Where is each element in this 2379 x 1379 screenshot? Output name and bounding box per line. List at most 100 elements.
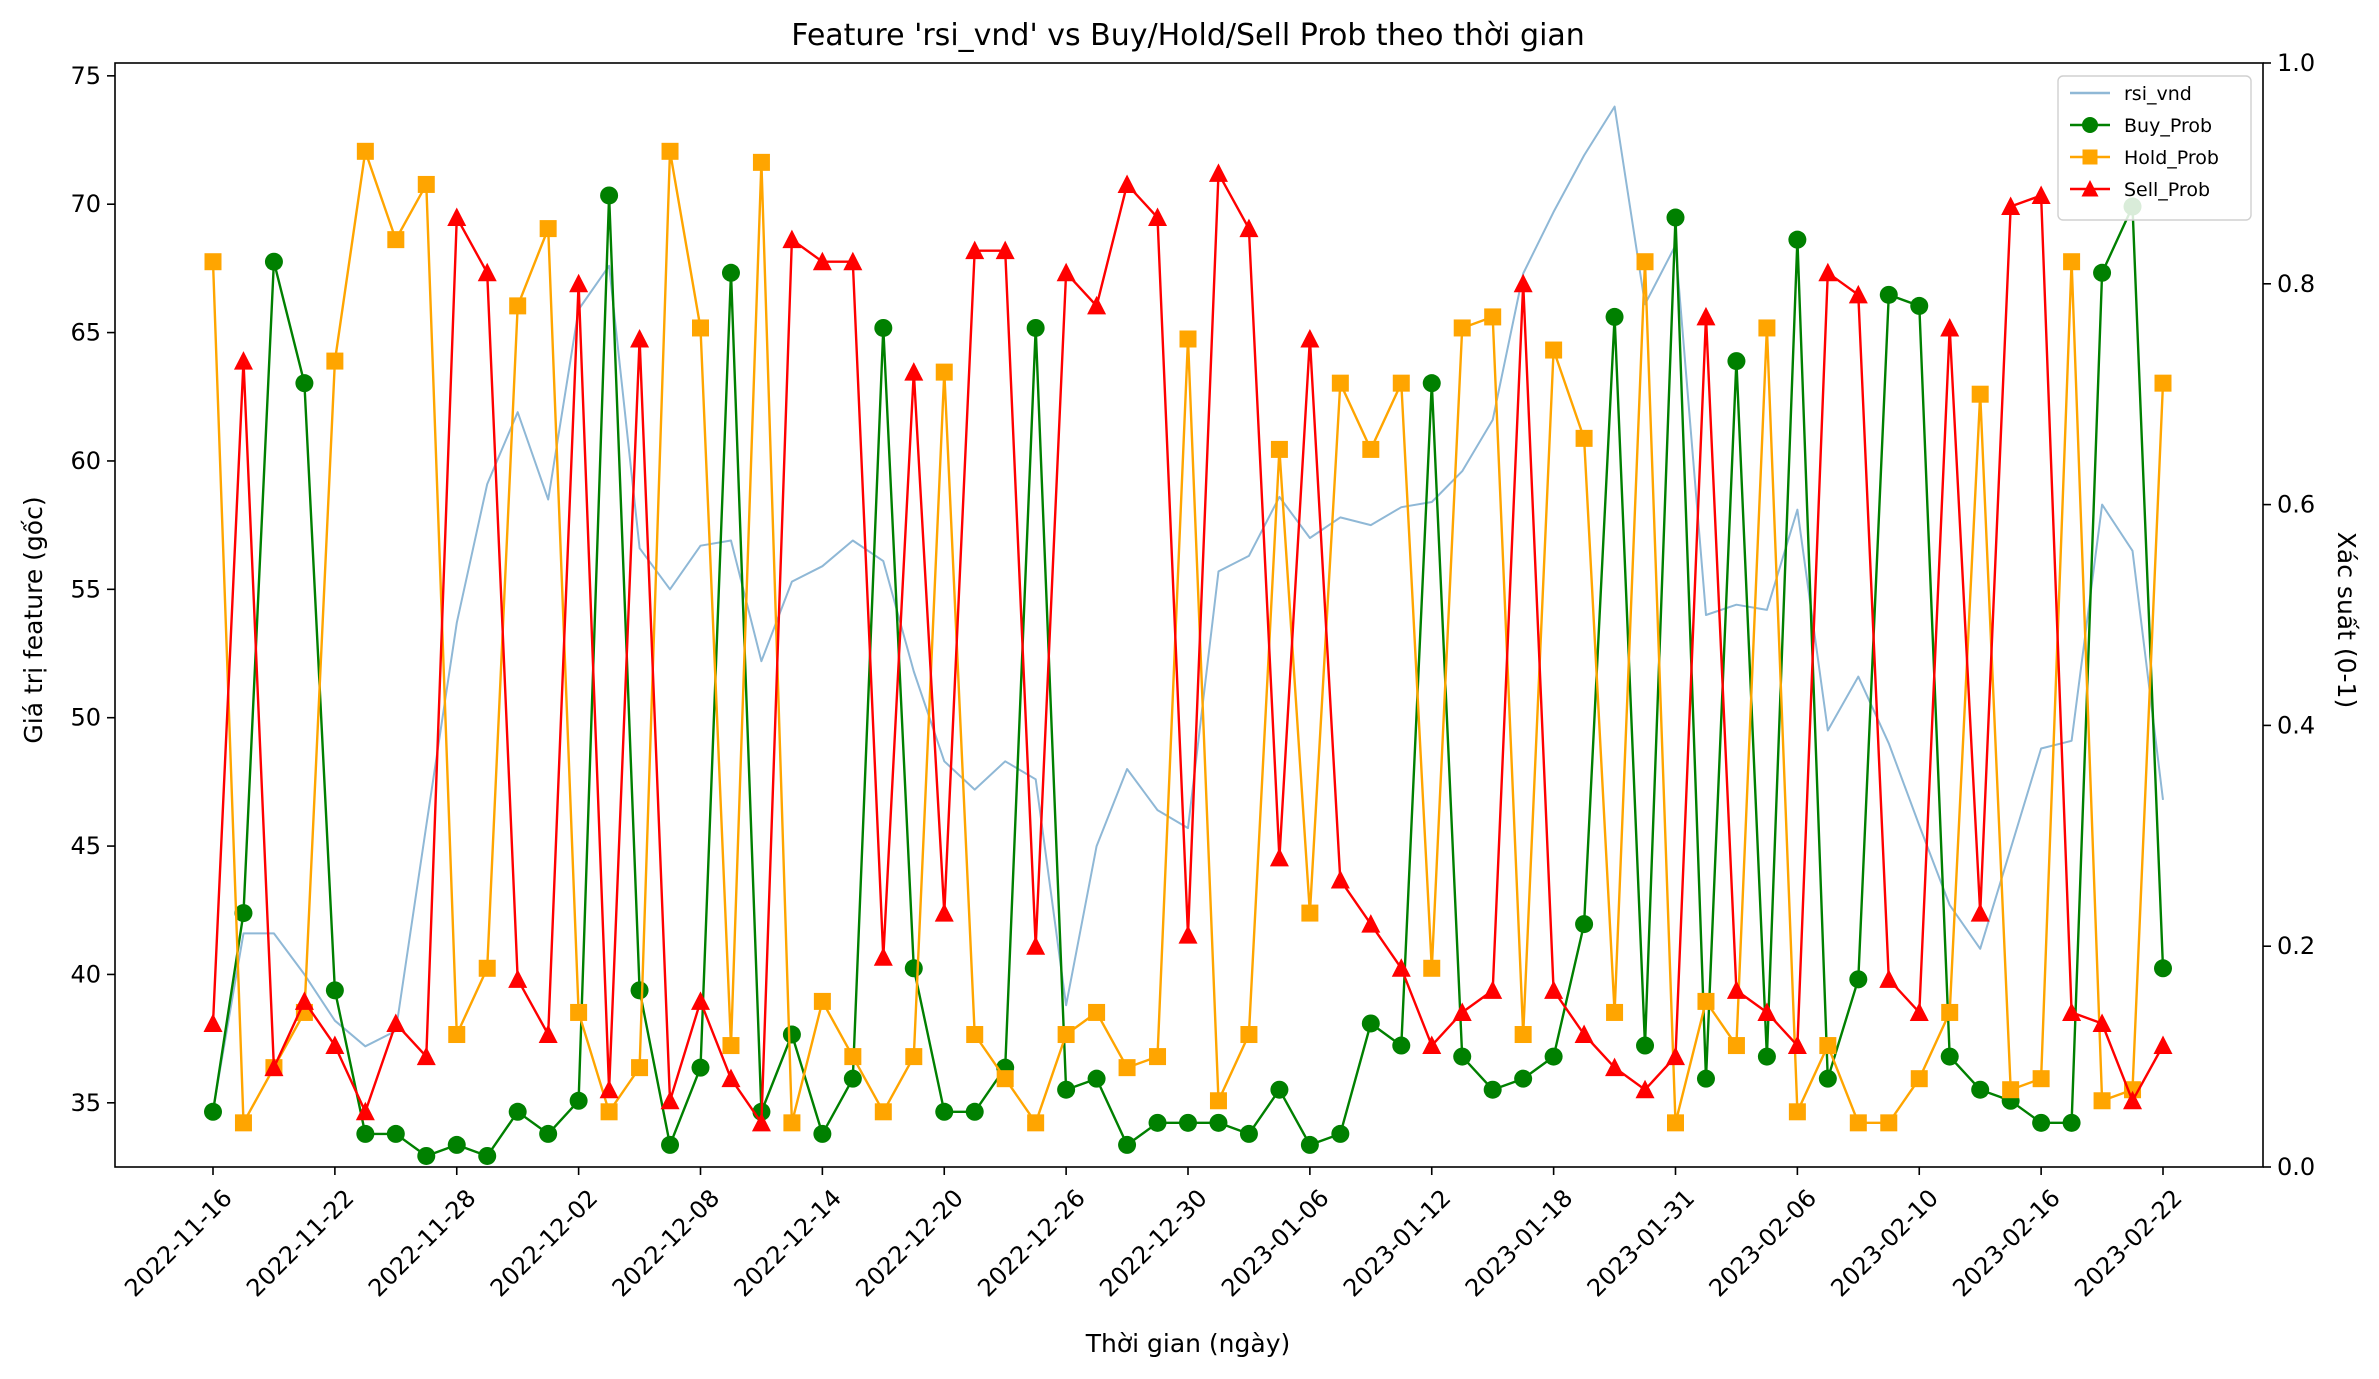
data-point-Sell_Prob	[1787, 1035, 1807, 1055]
data-point-Buy_Prob	[295, 374, 314, 393]
data-point-Hold_Prob	[1301, 904, 1319, 922]
data-point-Sell_Prob	[1818, 262, 1838, 282]
data-point-Hold_Prob	[1727, 1037, 1745, 1055]
series-rsi_vnd	[212, 105, 2164, 1111]
data-point-Hold_Prob	[935, 363, 953, 381]
data-point-Sell_Prob	[1452, 1002, 1472, 1021]
data-point-Sell_Prob	[1513, 273, 1533, 293]
data-point-Sell_Prob	[264, 1057, 284, 1077]
data-point-Sell_Prob	[1391, 958, 1411, 977]
data-point-Hold_Prob	[1240, 1026, 1258, 1044]
legend-marker	[2082, 117, 2098, 133]
data-point-Buy_Prob	[1666, 208, 1685, 227]
series-Buy_Prob	[204, 186, 2172, 1165]
data-point-Hold_Prob	[1667, 1114, 1684, 1132]
data-point-Buy_Prob	[1575, 915, 1594, 934]
data-point-Buy_Prob	[539, 1124, 558, 1143]
y-tick-label-left: 60	[70, 447, 101, 475]
data-point-Buy_Prob	[874, 318, 893, 337]
data-point-Sell_Prob	[782, 229, 802, 249]
data-point-Hold_Prob	[1179, 330, 1197, 348]
data-point-Sell_Prob	[1696, 306, 1716, 326]
y-tick-label-left: 50	[70, 704, 101, 732]
data-point-Sell_Prob	[447, 207, 467, 227]
data-point-Hold_Prob	[600, 1103, 618, 1121]
data-point-Sell_Prob	[1300, 329, 1320, 348]
data-point-Sell_Prob	[1239, 218, 1259, 238]
data-point-Buy_Prob	[1422, 374, 1441, 393]
data-point-Hold_Prob	[1362, 440, 1380, 458]
data-point-Buy_Prob	[508, 1102, 527, 1121]
data-point-Buy_Prob	[1270, 1080, 1289, 1099]
legend-label: Hold_Prob	[2124, 147, 2219, 169]
data-point-Hold_Prob	[1849, 1114, 1867, 1132]
data-point-Hold_Prob	[1606, 1003, 1624, 1021]
data-point-Sell_Prob	[2031, 185, 2051, 204]
data-point-Hold_Prob	[387, 231, 405, 249]
data-point-Buy_Prob	[1453, 1047, 1472, 1066]
data-point-Buy_Prob	[1148, 1113, 1167, 1132]
data-point-Sell_Prob	[2123, 1090, 2143, 1110]
data-point-Buy_Prob	[721, 263, 740, 282]
data-point-Buy_Prob	[813, 1124, 832, 1143]
y-tick-label-right: 0.0	[2277, 1153, 2315, 1181]
data-point-Hold_Prob	[752, 153, 770, 171]
series-Sell_Prob	[203, 163, 2173, 1132]
data-point-Sell_Prob	[599, 1079, 619, 1099]
legend-label: Sell_Prob	[2124, 179, 2210, 201]
data-point-Hold_Prob	[631, 1059, 649, 1077]
data-point-Hold_Prob	[1118, 1059, 1136, 1077]
data-point-Hold_Prob	[1880, 1114, 1898, 1132]
data-point-Hold_Prob	[326, 352, 344, 370]
data-point-Hold_Prob	[204, 253, 222, 271]
data-point-Sell_Prob	[812, 251, 832, 271]
data-point-Sell_Prob	[294, 991, 314, 1010]
data-point-Buy_Prob	[1361, 1014, 1380, 1033]
data-point-Buy_Prob	[691, 1058, 710, 1077]
data-point-Buy_Prob	[1331, 1124, 1350, 1143]
data-point-Sell_Prob	[751, 1112, 771, 1132]
data-point-Sell_Prob	[1148, 207, 1168, 227]
data-point-Hold_Prob	[1392, 374, 1410, 392]
data-point-Hold_Prob	[1027, 1114, 1045, 1132]
data-point-Sell_Prob	[386, 1013, 406, 1032]
y-axis-label-right: Xác suất (0-1)	[2332, 532, 2361, 708]
data-point-Sell_Prob	[843, 251, 863, 271]
data-point-Buy_Prob	[1971, 1080, 1990, 1099]
legend-marker	[2081, 180, 2099, 197]
data-point-Buy_Prob	[1057, 1080, 1076, 1099]
data-point-Sell_Prob	[1026, 936, 1046, 955]
data-point-Buy_Prob	[1605, 307, 1624, 326]
data-point-Hold_Prob	[692, 319, 709, 337]
data-point-Sell_Prob	[569, 273, 589, 293]
data-point-Hold_Prob	[1758, 319, 1776, 337]
data-point-Buy_Prob	[356, 1124, 375, 1143]
data-point-Hold_Prob	[905, 1048, 923, 1066]
data-point-Hold_Prob	[661, 142, 679, 160]
data-point-Buy_Prob	[1118, 1135, 1137, 1154]
data-point-Sell_Prob	[325, 1035, 345, 1055]
data-point-Sell_Prob	[203, 1013, 223, 1032]
legend-label: Buy_Prob	[2124, 115, 2212, 137]
data-point-Sell_Prob	[1269, 847, 1289, 867]
data-point-Hold_Prob	[2154, 374, 2172, 392]
data-point-Sell_Prob	[1208, 163, 1228, 182]
data-point-Hold_Prob	[1514, 1026, 1532, 1044]
data-point-Sell_Prob	[1666, 1046, 1685, 1066]
data-point-Hold_Prob	[1941, 1003, 1959, 1021]
data-point-Sell_Prob	[1574, 1024, 1594, 1044]
data-point-Buy_Prob	[1788, 230, 1807, 249]
data-point-Buy_Prob	[234, 904, 253, 923]
data-point-Sell_Prob	[630, 329, 650, 348]
data-point-Sell_Prob	[904, 362, 924, 381]
data-point-Hold_Prob	[2063, 253, 2081, 271]
y-tick-label-left: 40	[70, 960, 101, 988]
data-point-Sell_Prob	[1544, 980, 1564, 999]
data-point-Buy_Prob	[1392, 1036, 1411, 1055]
data-point-Buy_Prob	[1757, 1047, 1776, 1066]
data-point-Buy_Prob	[569, 1091, 588, 1110]
data-point-Sell_Prob	[1879, 969, 1899, 988]
data-point-Hold_Prob	[417, 175, 435, 193]
data-point-Hold_Prob	[570, 1003, 588, 1021]
data-point-Sell_Prob	[1117, 174, 1137, 193]
